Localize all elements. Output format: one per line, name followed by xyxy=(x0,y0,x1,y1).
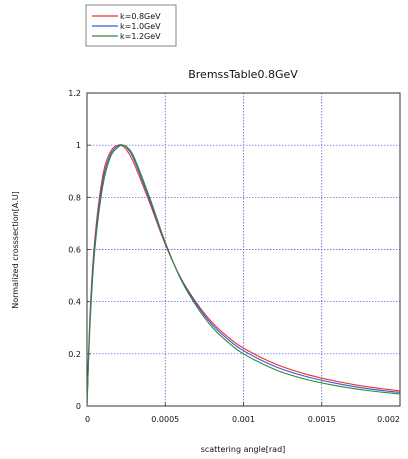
x-tick-label: 0 xyxy=(85,415,90,424)
legend: k=0.8GeV k=1.0GeV k=1.2GeV xyxy=(85,4,177,47)
legend-label-2: k=1.2GeV xyxy=(120,32,161,41)
y-tick-label: 0 xyxy=(76,402,81,411)
x-tick-label: 0.0005 xyxy=(151,415,179,424)
x-tick-label: 0.001 xyxy=(232,415,255,424)
y-ticks: 0 0.2 0.4 0.6 0.8 1 1.2 xyxy=(68,89,91,411)
grid xyxy=(87,93,400,406)
x-tick-label: 0.002 xyxy=(377,415,400,424)
legend-label-1: k=1.0GeV xyxy=(120,22,161,31)
chart-title: BremssTable0.8GeV xyxy=(188,68,298,81)
y-tick-label: 0.8 xyxy=(68,193,81,202)
y-tick-label: 0.2 xyxy=(68,350,81,359)
series-line-2 xyxy=(86,144,401,407)
y-tick-label: 1 xyxy=(76,141,81,150)
x-axis-label: scattering angle[rad] xyxy=(201,445,286,454)
y-tick-label: 0.4 xyxy=(68,298,81,307)
y-axis-label: Normalized crosssection[A.U] xyxy=(11,191,20,308)
series-group xyxy=(86,144,401,407)
y-tick-label: 1.2 xyxy=(68,89,81,98)
legend-label-0: k=0.8GeV xyxy=(120,12,161,21)
y-tick-label: 0.6 xyxy=(68,246,81,255)
x-tick-label: 0.0015 xyxy=(308,415,336,424)
